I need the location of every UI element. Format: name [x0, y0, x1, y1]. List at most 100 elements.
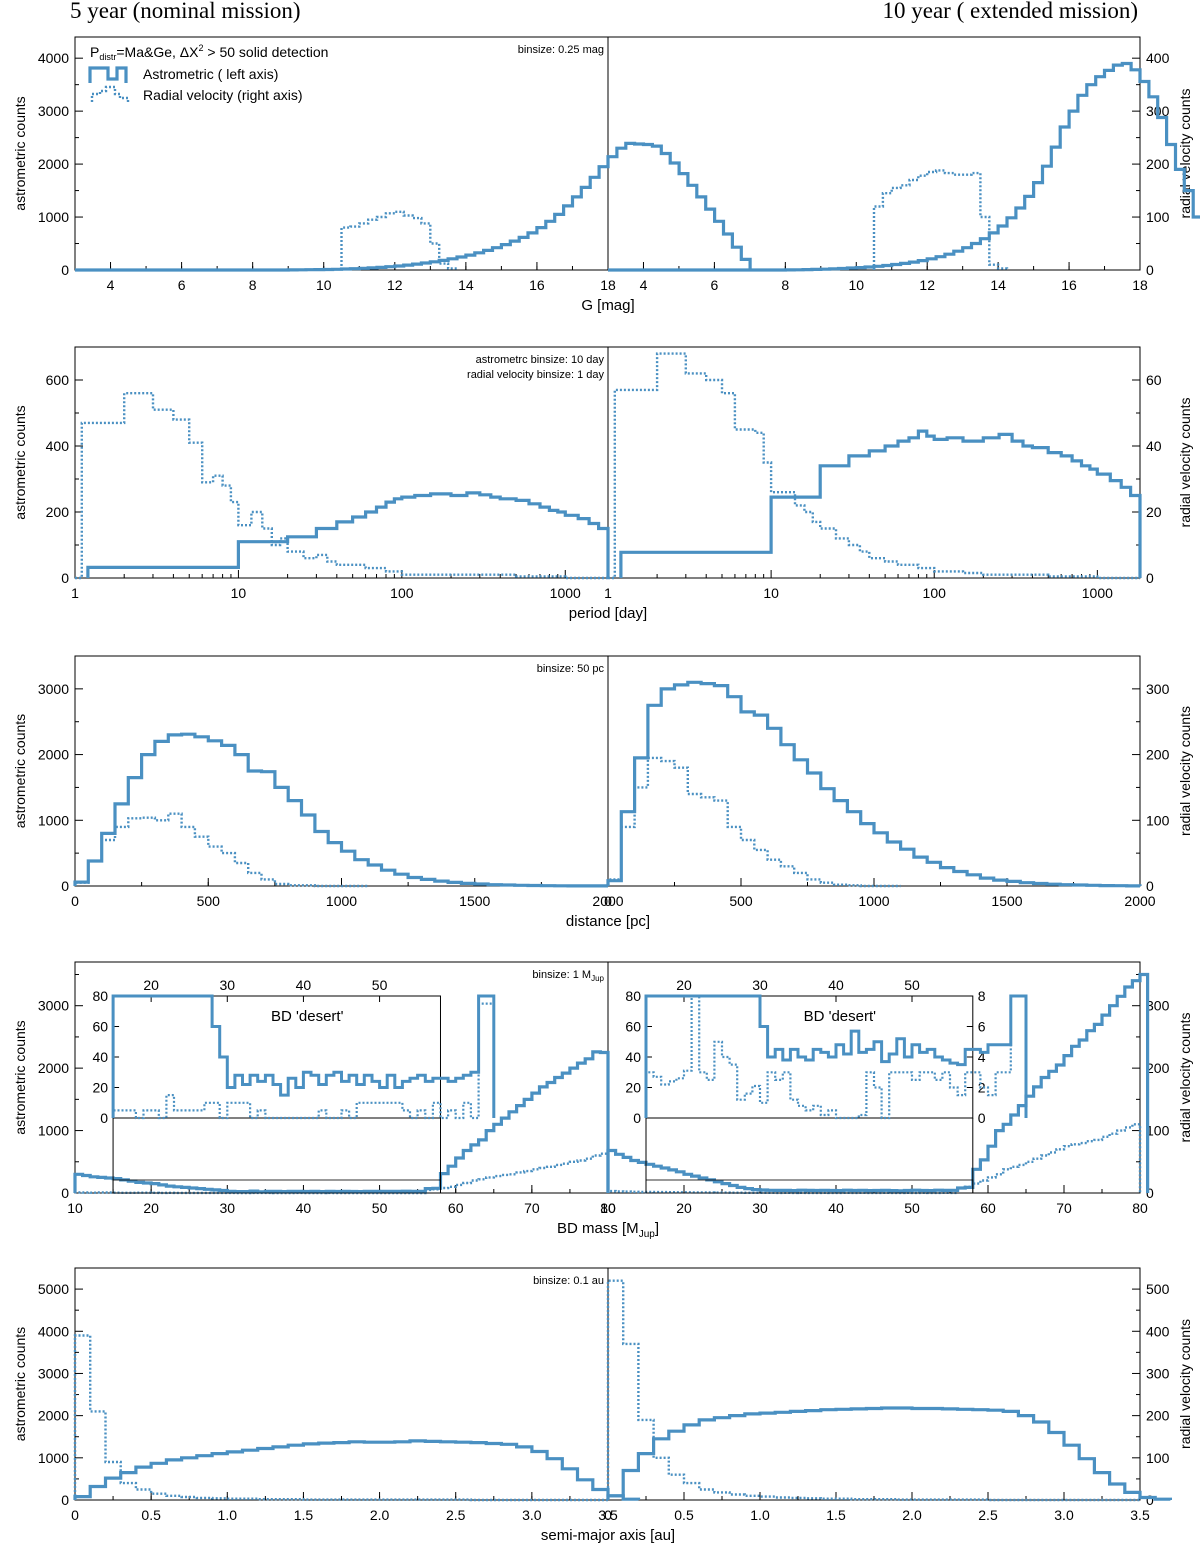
x-tick-label: 70	[524, 1200, 540, 1216]
inset-y-tick-label: 0	[100, 1110, 108, 1126]
x-tick-label: 20	[143, 1200, 159, 1216]
x-tick-label: 1000	[858, 893, 889, 909]
y-tick-label-right: 100	[1146, 812, 1170, 828]
x-tick-label: 20	[676, 1200, 692, 1216]
x-axis-title: distance [pc]	[566, 913, 650, 930]
inset-series-inset-astrometric-10-yr	[644, 994, 1028, 1118]
inset-y-tick-label-right: 4	[978, 1049, 986, 1065]
x-tick-label: 0	[604, 893, 612, 909]
x-tick-label: 6	[711, 277, 719, 293]
x-tick-label: 40	[828, 1200, 844, 1216]
y-tick-label-left: 1000	[38, 1450, 69, 1466]
x-tick-label: 500	[197, 893, 221, 909]
inset-y-tick-label-right: 6	[978, 1019, 986, 1035]
x-tick-label: 50	[372, 1200, 388, 1216]
y-tick-label-left: 600	[46, 372, 70, 388]
x-axis-title: semi-major axis [au]	[541, 1527, 675, 1544]
x-tick-label: 16	[529, 277, 545, 293]
series-astrometric-5-yr	[73, 1439, 641, 1501]
legend-title: Pdistr=Ma&Ge, ΔX2 > 50 solid detection	[90, 43, 328, 62]
y-tick-label-right: 0	[1146, 878, 1154, 894]
x-tick-label: 2000	[592, 893, 623, 909]
y-tick-label-right: 0	[1146, 1185, 1154, 1201]
x-tick-label: 1.5	[826, 1507, 846, 1523]
legend-title-post: > 50 solid detection	[203, 44, 328, 60]
inset-y-tick-label: 0	[633, 1110, 641, 1126]
x-tick-label: 60	[980, 1200, 996, 1216]
series-radial-velocity-5-yr	[73, 1152, 610, 1195]
x-tick-label: 30	[219, 1200, 235, 1216]
inset-y-tick-label: 20	[92, 1080, 108, 1096]
x-tick-label: 10	[231, 585, 247, 601]
x-tick-label: 80	[600, 1200, 616, 1216]
y-tick-label-right: 300	[1146, 681, 1170, 697]
y-tick-label-right: 100	[1146, 209, 1170, 225]
y-tick-label-left: 400	[46, 438, 70, 454]
y-tick-label-right: 0	[1146, 262, 1154, 278]
series-radial-velocity-10-yr	[606, 1279, 1140, 1502]
series-astrometric-5-yr	[73, 1050, 610, 1194]
x-tick-label: 0	[604, 1507, 612, 1523]
binsize-label-2: radial velocity binsize: 1 day	[467, 369, 604, 381]
y-axis-title-right: radial velocity counts	[1177, 398, 1193, 528]
series-radial-velocity-5-yr-1-day-bins-	[75, 392, 608, 580]
legend-title-sub: distr	[99, 52, 116, 62]
legend-title-mid: =Ma&Ge, ΔX	[116, 44, 199, 60]
x-tick-label: 18	[1132, 277, 1148, 293]
x-tick-label: 8	[781, 277, 789, 293]
inset-x-tick-label: 20	[676, 977, 692, 993]
inset-y-tick-label: 20	[625, 1080, 641, 1096]
inset-x-tick-label: 50	[372, 977, 388, 993]
x-tick-label: 100	[390, 585, 414, 601]
y-tick-label-right: 0	[1146, 570, 1154, 586]
x-tick-label: 10	[600, 1200, 616, 1216]
x-tick-label: 50	[904, 1200, 920, 1216]
y-tick-label-right: 100	[1146, 1450, 1170, 1466]
y-tick-label-right: 400	[1146, 1323, 1170, 1339]
legend-label-rv: Radial velocity (right axis)	[143, 87, 303, 103]
y-axis-title-right: radial velocity counts	[1177, 706, 1193, 836]
y-tick-label-left: 2000	[38, 156, 69, 172]
x-axis-title-post: ]	[655, 1220, 659, 1237]
binsize-label: binsize: 0.1 au	[533, 1275, 604, 1287]
x-tick-label: 14	[458, 277, 474, 293]
x-tick-label: 14	[990, 277, 1006, 293]
series-radial-velocity-10-yr	[606, 756, 901, 888]
x-tick-label: 10	[316, 277, 332, 293]
x-tick-label: 60	[448, 1200, 464, 1216]
y-tick-label-left: 0	[61, 1492, 69, 1508]
x-tick-label: 30	[752, 1200, 768, 1216]
x-tick-label: 12	[387, 277, 403, 293]
inset-zoom-region	[112, 1179, 441, 1194]
x-axis-title: period [day]	[569, 605, 647, 622]
x-tick-label: 1	[71, 585, 79, 601]
x-tick-label: 40	[296, 1200, 312, 1216]
x-tick-label: 16	[1061, 277, 1077, 293]
y-tick-label-right: 20	[1146, 504, 1162, 520]
y-tick-label-left: 200	[46, 504, 70, 520]
series-astrometric-5-yr-10-day-bins-	[86, 491, 610, 578]
y-tick-label-left: 3000	[38, 1365, 69, 1381]
x-tick-label: 1500	[991, 893, 1022, 909]
inset-y-tick-label: 60	[625, 1019, 641, 1035]
title-extended-mission: 10 year ( extended mission)	[882, 0, 1138, 23]
y-tick-label-left: 2000	[38, 1060, 69, 1076]
x-tick-label: 18	[600, 277, 616, 293]
inset-label-bd-desert: BD 'desert'	[804, 1008, 877, 1025]
x-tick-label: 0.5	[141, 1507, 161, 1523]
inset-y-tick-label: 80	[625, 988, 641, 1004]
x-tick-label: 8	[249, 277, 257, 293]
y-tick-label-right: 60	[1146, 372, 1162, 388]
y-axis-title-left: astrometric counts	[12, 405, 28, 519]
y-tick-label-left: 1000	[38, 1123, 69, 1139]
legend-swatch-astrometric	[88, 66, 128, 83]
binsize-label: binsize: 50 pc	[537, 663, 605, 675]
x-tick-label: 1.0	[750, 1507, 770, 1523]
x-tick-label: 4	[640, 277, 648, 293]
inset-left: 20 30 40 50 0 20 40 60 80 BD 'desert'	[92, 977, 496, 1194]
x-tick-label: 2.5	[446, 1507, 466, 1523]
y-tick-label-left: 4000	[38, 50, 69, 66]
y-tick-label-left: 0	[61, 262, 69, 278]
inset-x-tick-label: 50	[904, 977, 920, 993]
